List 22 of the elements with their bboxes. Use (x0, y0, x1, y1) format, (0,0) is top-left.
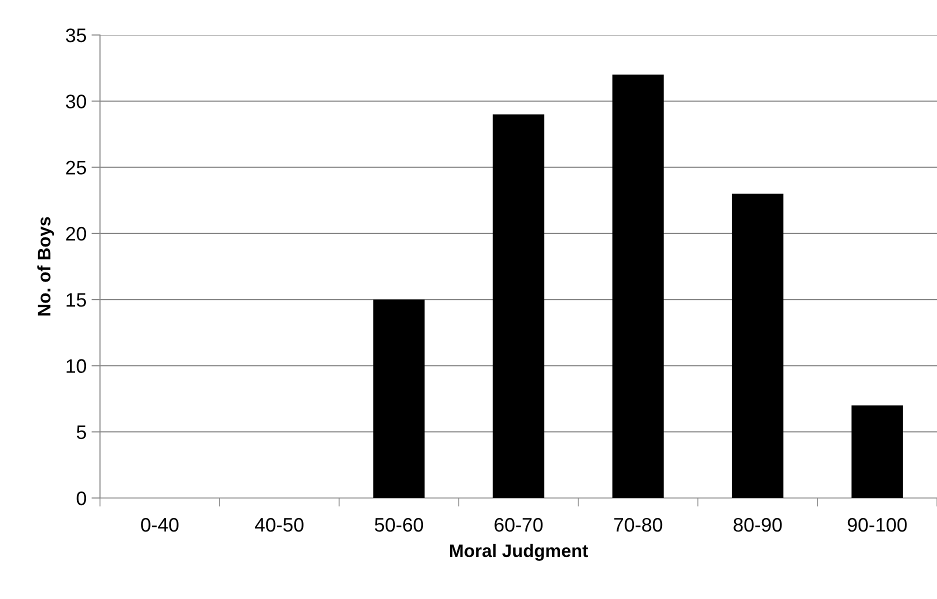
y-tick-label: 30 (66, 94, 86, 108)
y-tick-label: 10 (66, 359, 86, 373)
bar (492, 114, 544, 498)
bar (732, 194, 784, 498)
x-tick-label: 40-50 (254, 518, 304, 532)
y-tick-label: 35 (66, 28, 86, 42)
y-tick-label: 20 (66, 226, 86, 241)
x-axis-title: Moral Judgment (450, 544, 588, 561)
bar (852, 405, 903, 498)
x-tick-label: 60-70 (494, 518, 543, 532)
y-axis-title: No. of Boys (37, 217, 54, 316)
bar (612, 74, 664, 498)
y-tick-label: 15 (66, 293, 86, 307)
x-tick-label: 50-60 (374, 518, 424, 532)
y-tick-label: 25 (66, 160, 86, 175)
bar (373, 300, 425, 498)
x-tick-label: 90-100 (848, 518, 907, 532)
y-tick-label: 5 (76, 426, 86, 440)
y-tick-label: 0 (76, 491, 86, 506)
x-tick-label: 80-90 (734, 518, 782, 532)
x-tick-label: 0-40 (141, 518, 178, 532)
x-tick-label: 70-80 (614, 518, 662, 532)
